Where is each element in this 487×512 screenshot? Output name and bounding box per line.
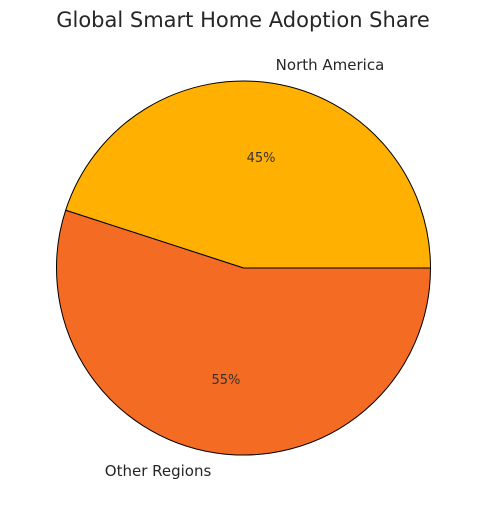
pie-category-label-north-america: North America [276, 56, 385, 74]
pie-slice-north-america [65, 80, 431, 269]
pie-value-label-other-regions: 55% [211, 373, 240, 388]
chart-title: Global Smart Home Adoption Share [56, 8, 430, 32]
pie-category-label-other-regions: Other Regions [105, 462, 212, 480]
pie-slices [56, 80, 431, 456]
pie-labels: 45% North America 55% Other Regions [105, 56, 384, 480]
pie-value-label-north-america: 45% [247, 151, 276, 166]
pie-slice-other-regions [56, 209, 431, 456]
